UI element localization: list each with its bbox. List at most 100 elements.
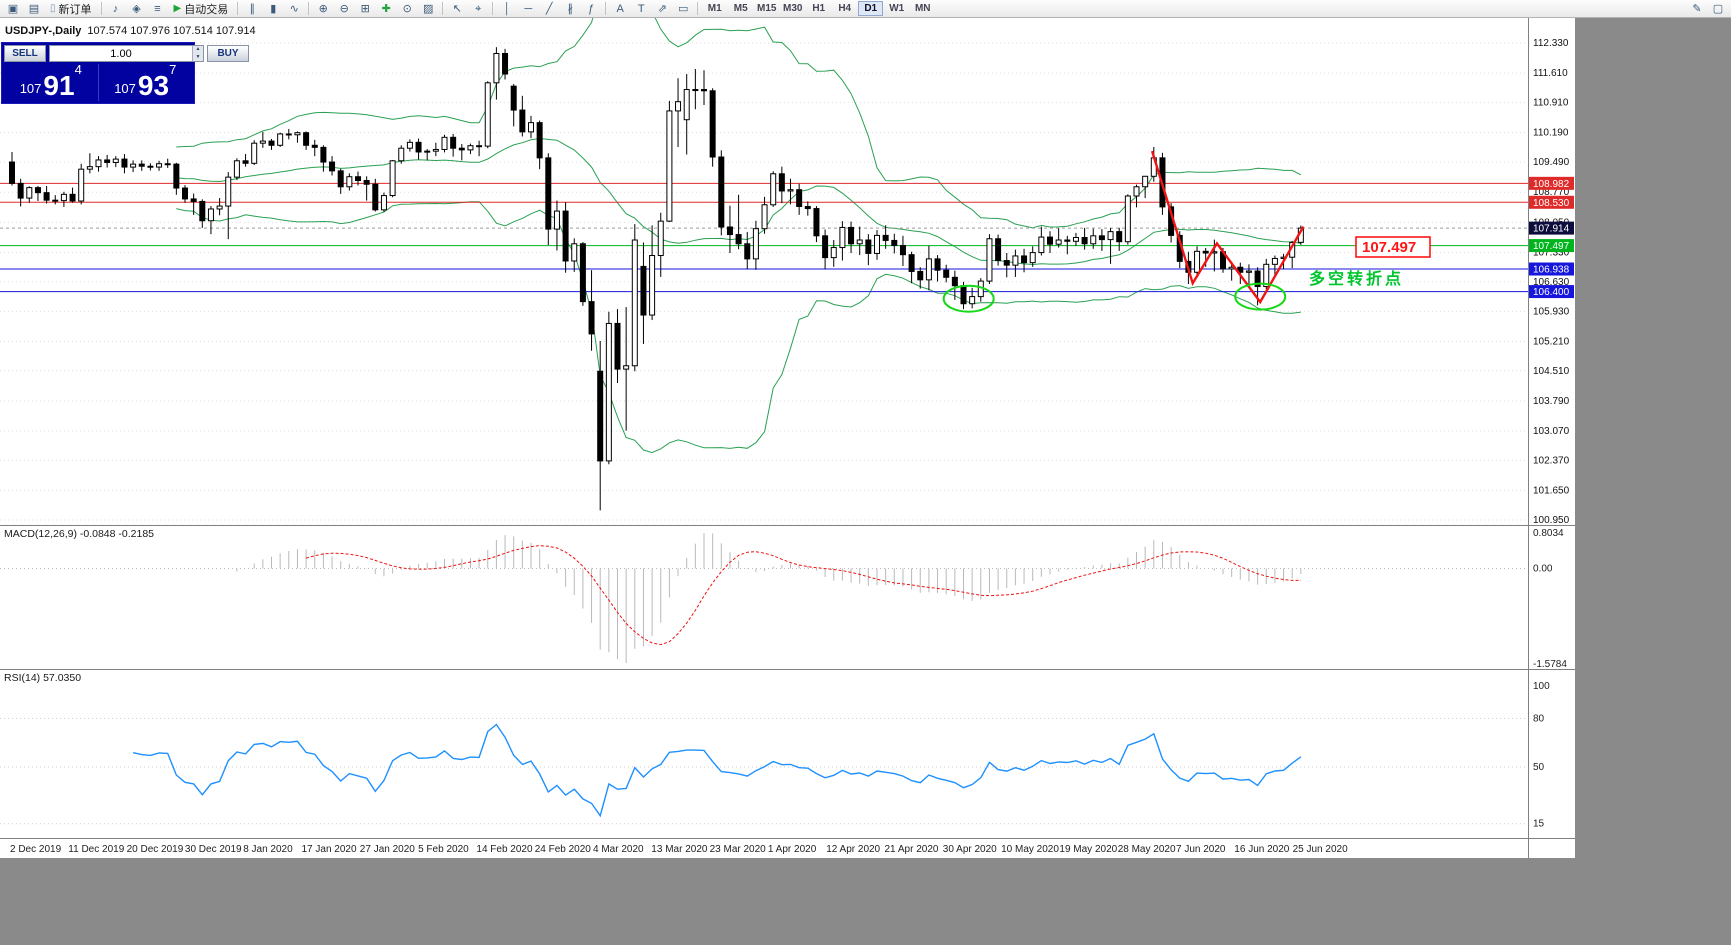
candlestick-chart-icon[interactable]: ▮ (270, 2, 277, 15)
horizontal-line-icon[interactable]: ─ (524, 2, 533, 15)
price-tag-106.938 (1529, 262, 1574, 276)
terminal-icon[interactable]: ≡ (154, 2, 161, 15)
volume-down-button[interactable]: ▼ (193, 53, 203, 61)
indicators-icon[interactable]: ✚ (381, 2, 391, 15)
autotrading-button[interactable]: ▶ 自动交易 (169, 1, 234, 17)
cursor-icon[interactable]: ↖ (452, 2, 462, 15)
toolbar-separator (697, 2, 699, 15)
buy-price-prefix: 107 (114, 81, 136, 96)
timeframe-m15-button[interactable]: M15 (756, 3, 777, 14)
toolbar-separator (605, 2, 607, 15)
volume-up-button[interactable]: ▲ (193, 46, 203, 54)
alert-sound-icon[interactable]: ♪ (112, 2, 119, 15)
svg-text:5 Feb 2020: 5 Feb 2020 (418, 844, 469, 855)
horizontal-levels (0, 182, 1528, 293)
zoom-in-icon[interactable]: ⊕ (318, 2, 328, 15)
macd-histogram (236, 533, 1302, 663)
vertical-line-icon[interactable]: │ (503, 2, 511, 15)
svg-text:20 Dec 2019: 20 Dec 2019 (127, 844, 184, 855)
svg-text:11 Dec 2019: 11 Dec 2019 (68, 844, 124, 855)
time-axis-labels[interactable]: 2 Dec 2019 11 Dec 2019 20 Dec 2019 30 Dec 2… (10, 844, 1348, 855)
new-chart-icon[interactable]: ▣ (7, 2, 19, 15)
price-tag-108.530 (1529, 195, 1574, 209)
line-chart-icon[interactable]: ∿ (289, 2, 299, 15)
volume-input[interactable] (50, 46, 192, 61)
buy-button[interactable]: BUY (207, 45, 249, 62)
svg-text:1 Apr 2020: 1 Apr 2020 (768, 844, 817, 855)
timeframe-m5-button[interactable]: M5 (733, 3, 748, 14)
zoom-out-icon[interactable]: ⊖ (339, 2, 349, 15)
profiles-icon[interactable]: ▤ (28, 2, 40, 15)
price-tag-text: 107.914 (1533, 224, 1570, 235)
crosshair-icon[interactable]: ⌖ (475, 2, 482, 15)
sell-price[interactable]: 107 91 4 (4, 62, 99, 101)
price-tag-107.497 (1529, 239, 1574, 253)
chart-window-usdjpy: 107.497 多空转折点 112.330 111.610 110.910 110.190… (0, 18, 1575, 858)
highlight-ellipse-2[interactable] (1234, 282, 1287, 311)
svg-text:24 Feb 2020: 24 Feb 2020 (535, 844, 592, 855)
toolbar-separator (308, 2, 310, 15)
new-window-icon[interactable]: ▢ (1712, 2, 1724, 15)
toolbar-separator (237, 2, 239, 15)
toolbar-separator (442, 2, 444, 15)
arrow-tools-icon[interactable]: ⇗ (657, 2, 667, 15)
trend-zigzag-line[interactable] (1150, 150, 1305, 305)
fibonacci-icon[interactable]: ƒ (588, 2, 595, 15)
svg-text:103.070: 103.070 (1533, 426, 1570, 437)
chart-info-line: USDJPY-,Daily 107.574 107.976 107.514 107… (5, 25, 256, 37)
shapes-icon[interactable]: ▭ (678, 2, 689, 15)
toolbar-separator (492, 2, 494, 15)
svg-text:110.910: 110.910 (1533, 98, 1569, 109)
periods-icon[interactable]: ⊙ (402, 2, 412, 15)
timeframe-m1-button[interactable]: M1 (707, 3, 722, 14)
timeframe-m30-button[interactable]: M30 (782, 3, 803, 14)
svg-text:30 Apr 2020: 30 Apr 2020 (943, 844, 997, 855)
svg-text:21 Apr 2020: 21 Apr 2020 (885, 844, 939, 855)
main-toolbar: ▣ ▤ ▯ 新订单 ♪ ◈ ≡ ▶ 自动交易 ∥ ▮ ∿ ⊕ ⊖ ⊞ ✚ ⊙ ▨ ↖ ⌖ │ ─ ╱ ∦ ƒ A T ⇗ ▭ M1 M5 M1… (0, 0, 1731, 18)
macd-indicator-label: MACD(12,26,9) -0.0848 -0.2185 (4, 528, 154, 540)
price-tag-text: 107.497 (1533, 241, 1570, 252)
label-icon[interactable]: T (637, 2, 645, 15)
chart-canvas[interactable]: 107.497 多空转折点 112.330 111.610 110.910 110.190… (0, 18, 1575, 858)
bollinger-upper-band (176, 18, 1302, 229)
timeframe-d1-button[interactable]: D1 (858, 1, 884, 16)
svg-text:19 May 2020: 19 May 2020 (1059, 844, 1117, 855)
svg-text:10 May 2020: 10 May 2020 (1001, 844, 1059, 855)
price-tag-106.400 (1529, 285, 1574, 299)
navigator-icon[interactable]: ◈ (132, 2, 141, 15)
svg-text:104.510: 104.510 (1533, 366, 1570, 377)
price-tag-text: 108.982 (1533, 179, 1570, 190)
price-axis[interactable] (1529, 18, 1575, 858)
svg-text:101.650: 101.650 (1533, 486, 1570, 497)
price-tag-text: 108.530 (1533, 198, 1570, 209)
price-tag-text: 106.938 (1533, 265, 1570, 276)
timeframe-h1-button[interactable]: H1 (812, 3, 826, 14)
sell-button[interactable]: SELL (4, 45, 46, 62)
new-order-button[interactable]: ▯ 新订单 (45, 1, 97, 17)
turning-point-note[interactable]: 多空转折点 (1309, 269, 1404, 288)
svg-text:112.330: 112.330 (1533, 38, 1569, 49)
buy-price[interactable]: 107 93 7 (99, 63, 193, 101)
svg-text:111.610: 111.610 (1533, 68, 1568, 79)
metaeditor-icon[interactable]: ✎ (1692, 2, 1702, 15)
price-callout-box[interactable] (1355, 236, 1431, 258)
channel-icon[interactable]: ∦ (567, 2, 573, 15)
bar-chart-icon[interactable]: ∥ (249, 2, 255, 15)
svg-text:110.190: 110.190 (1533, 128, 1569, 139)
timeframe-w1-button[interactable]: W1 (889, 3, 905, 14)
trendline-icon[interactable]: ╱ (545, 2, 553, 15)
sell-price-pipette: 4 (74, 62, 82, 77)
timeframe-mn-button[interactable]: MN (914, 3, 931, 14)
templates-icon[interactable]: ▨ (423, 2, 434, 15)
highlight-ellipse-1[interactable] (942, 284, 995, 313)
svg-text:14 Feb 2020: 14 Feb 2020 (476, 844, 533, 855)
buy-price-big: 93 (137, 70, 170, 101)
rsi-axis-labels: 100 80 50 15 (1533, 681, 1550, 830)
annotations-layer: 107.497 多空转折点 (942, 150, 1431, 313)
text-icon[interactable]: A (616, 2, 624, 15)
svg-text:27 Jan 2020: 27 Jan 2020 (360, 844, 415, 855)
timeframe-h4-button[interactable]: H4 (838, 3, 852, 14)
svg-text:0.00: 0.00 (1533, 563, 1553, 574)
mdi-workspace: 107.497 多空转折点 112.330 111.610 110.910 110.190… (0, 18, 1731, 945)
tile-windows-icon[interactable]: ⊞ (360, 2, 370, 15)
